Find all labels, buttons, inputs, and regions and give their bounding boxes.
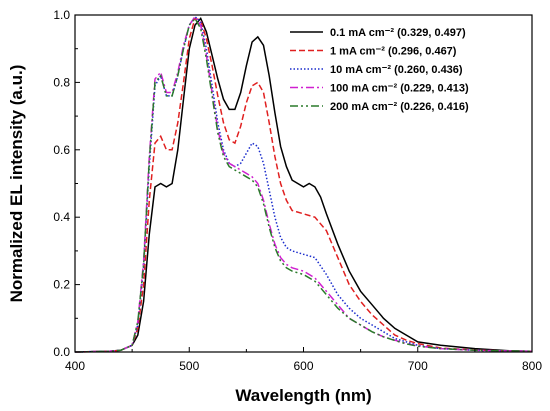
x-tick-label: 600 [293,359,313,373]
y-tick-label: 0.2 [53,278,70,292]
legend-label-4: 200 mA cm⁻² (0.226, 0.416) [330,101,469,113]
series-line-1 [74,17,533,353]
x-axis-title: Wavelength (nm) [235,386,371,405]
legend-label-1: 1 mA cm⁻² (0.296, 0.467) [330,46,457,58]
legend-label-3: 100 mA cm⁻² (0.229, 0.413) [330,83,469,95]
series-layer [74,15,533,353]
series-line-4 [74,17,533,353]
y-tick-label: 0.6 [53,143,70,157]
ticks-layer: 400 500 600 700 800 0.0 0.2 0.4 0.6 0.8 1.0 [53,8,542,373]
x-tick-label: 700 [408,359,428,373]
y-tick-label: 0.8 [53,75,70,89]
series-line-0 [74,16,533,353]
y-tick-label: 0.0 [53,345,70,359]
legend-label-2: 10 mA cm⁻² (0.260, 0.436) [330,64,463,76]
x-tick-label: 500 [179,359,199,373]
x-tick-label: 800 [522,359,542,373]
series-line-3 [74,15,533,353]
y-axis-title: Normalized EL intensity (a.u.) [7,65,26,303]
y-tick-label: 0.4 [53,210,70,224]
legend-label-0: 0.1 mA cm⁻² (0.329, 0.497) [330,27,466,39]
y-tick-label: 1.0 [53,8,70,22]
legend: 0.1 mA cm⁻² (0.329, 0.497) 1 mA cm⁻² (0.2… [290,27,469,113]
x-tick-label: 400 [65,359,85,373]
